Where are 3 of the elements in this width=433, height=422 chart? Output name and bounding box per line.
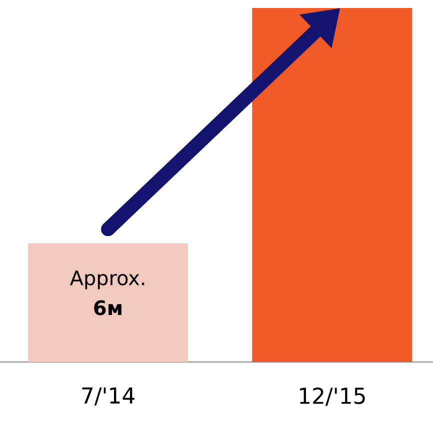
x-tick-label: 7/'14 xyxy=(82,388,134,406)
x-tick-label: 12/'15 xyxy=(300,388,365,406)
data-label: Approx. 6м xyxy=(70,270,144,316)
